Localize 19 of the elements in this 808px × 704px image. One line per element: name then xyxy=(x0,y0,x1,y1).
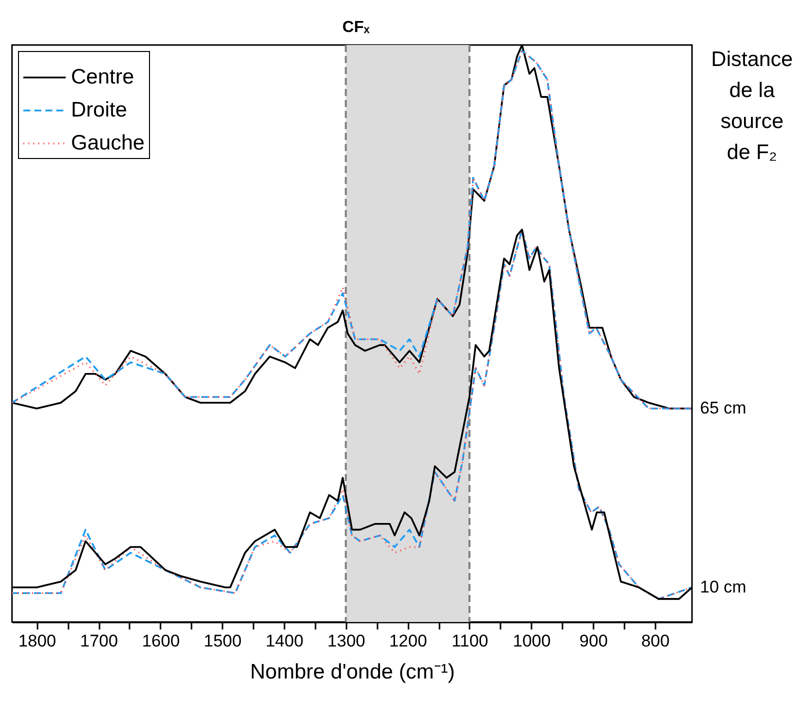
x-tick-label: 1400 xyxy=(266,632,304,650)
x-tick-label: 1500 xyxy=(204,632,242,650)
x-tick-label: 1200 xyxy=(389,632,428,650)
x-tick-label: 800 xyxy=(641,632,670,650)
text: Distance de la source de F₂ xyxy=(711,48,793,164)
x-tick-label: 900 xyxy=(579,632,608,650)
x-tick-label: 1600 xyxy=(142,632,180,650)
legend-label: Centre xyxy=(71,66,134,88)
annotation: 10 cm xyxy=(700,577,746,596)
legend-label: Droite xyxy=(71,98,128,122)
chart-title: CFₓ xyxy=(342,19,370,36)
x-tick-label: 1100 xyxy=(452,632,488,650)
annotation: 65 cm xyxy=(700,398,746,418)
x-tick-label: 1300 xyxy=(327,632,366,650)
x-tick-label: 1800 xyxy=(18,632,56,650)
x-tick-label: 1000 xyxy=(512,632,551,650)
x-axis-title: Nombre d'onde (cm⁻¹) xyxy=(250,660,455,684)
legend-label: Gauche xyxy=(71,132,145,154)
x-tick-label: 1700 xyxy=(80,632,118,650)
